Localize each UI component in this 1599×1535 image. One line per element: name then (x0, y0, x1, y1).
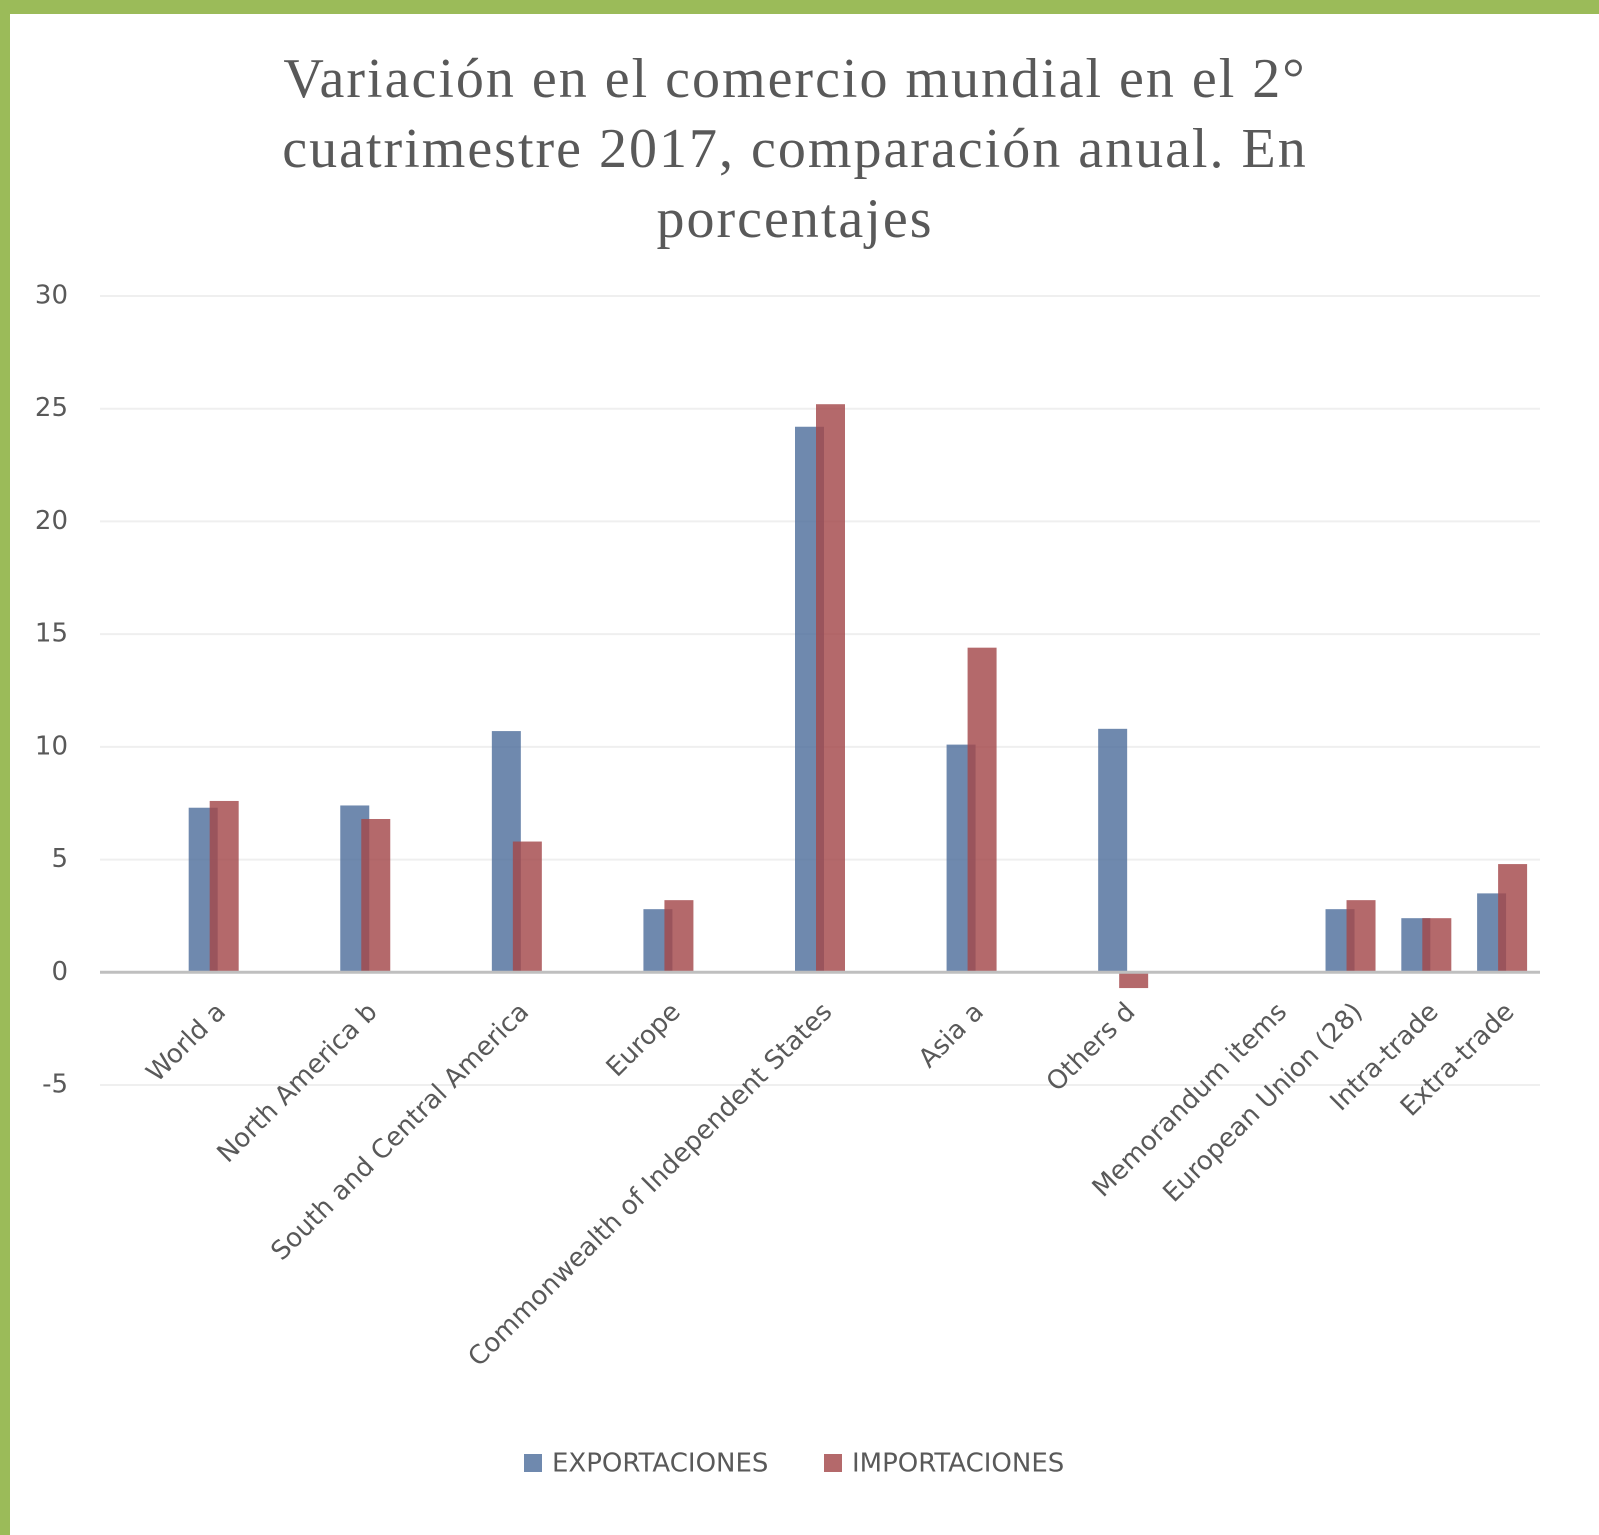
bar (816, 404, 845, 973)
y-tick-label: 5 (51, 844, 68, 874)
y-tick-label: 10 (35, 731, 68, 761)
y-tick-label: 25 (35, 393, 68, 423)
bar (1346, 900, 1376, 973)
y-tick-label: 20 (35, 506, 68, 536)
bar (361, 818, 391, 973)
x-tick-label: South and Central America (266, 997, 536, 1267)
y-tick-label: 0 (51, 957, 68, 987)
legend-label: IMPORTACIONES (852, 1449, 1064, 1479)
bar (209, 800, 239, 973)
x-tick-label: World a (141, 997, 232, 1088)
bar (1498, 864, 1528, 973)
bar (1119, 972, 1149, 989)
y-tick-label: 15 (35, 619, 68, 649)
y-tick-label: 30 (35, 281, 68, 311)
bar (1098, 728, 1128, 973)
x-tick-label: North America b (212, 997, 384, 1169)
legend-label: EXPORTACIONES (552, 1449, 768, 1479)
bar (967, 647, 997, 973)
x-tick-label: Europe (601, 997, 687, 1083)
bar (512, 841, 542, 973)
legend-swatch (524, 1454, 542, 1472)
x-tick-label: Asia a (913, 997, 990, 1074)
y-tick-label: -5 (42, 1070, 68, 1100)
bar (1422, 918, 1452, 973)
chart-title: Variación en el comercio mundial en el 2… (282, 48, 1308, 250)
legend-swatch (824, 1454, 842, 1472)
x-tick-label: Others d (1041, 997, 1142, 1098)
bar (664, 900, 694, 973)
